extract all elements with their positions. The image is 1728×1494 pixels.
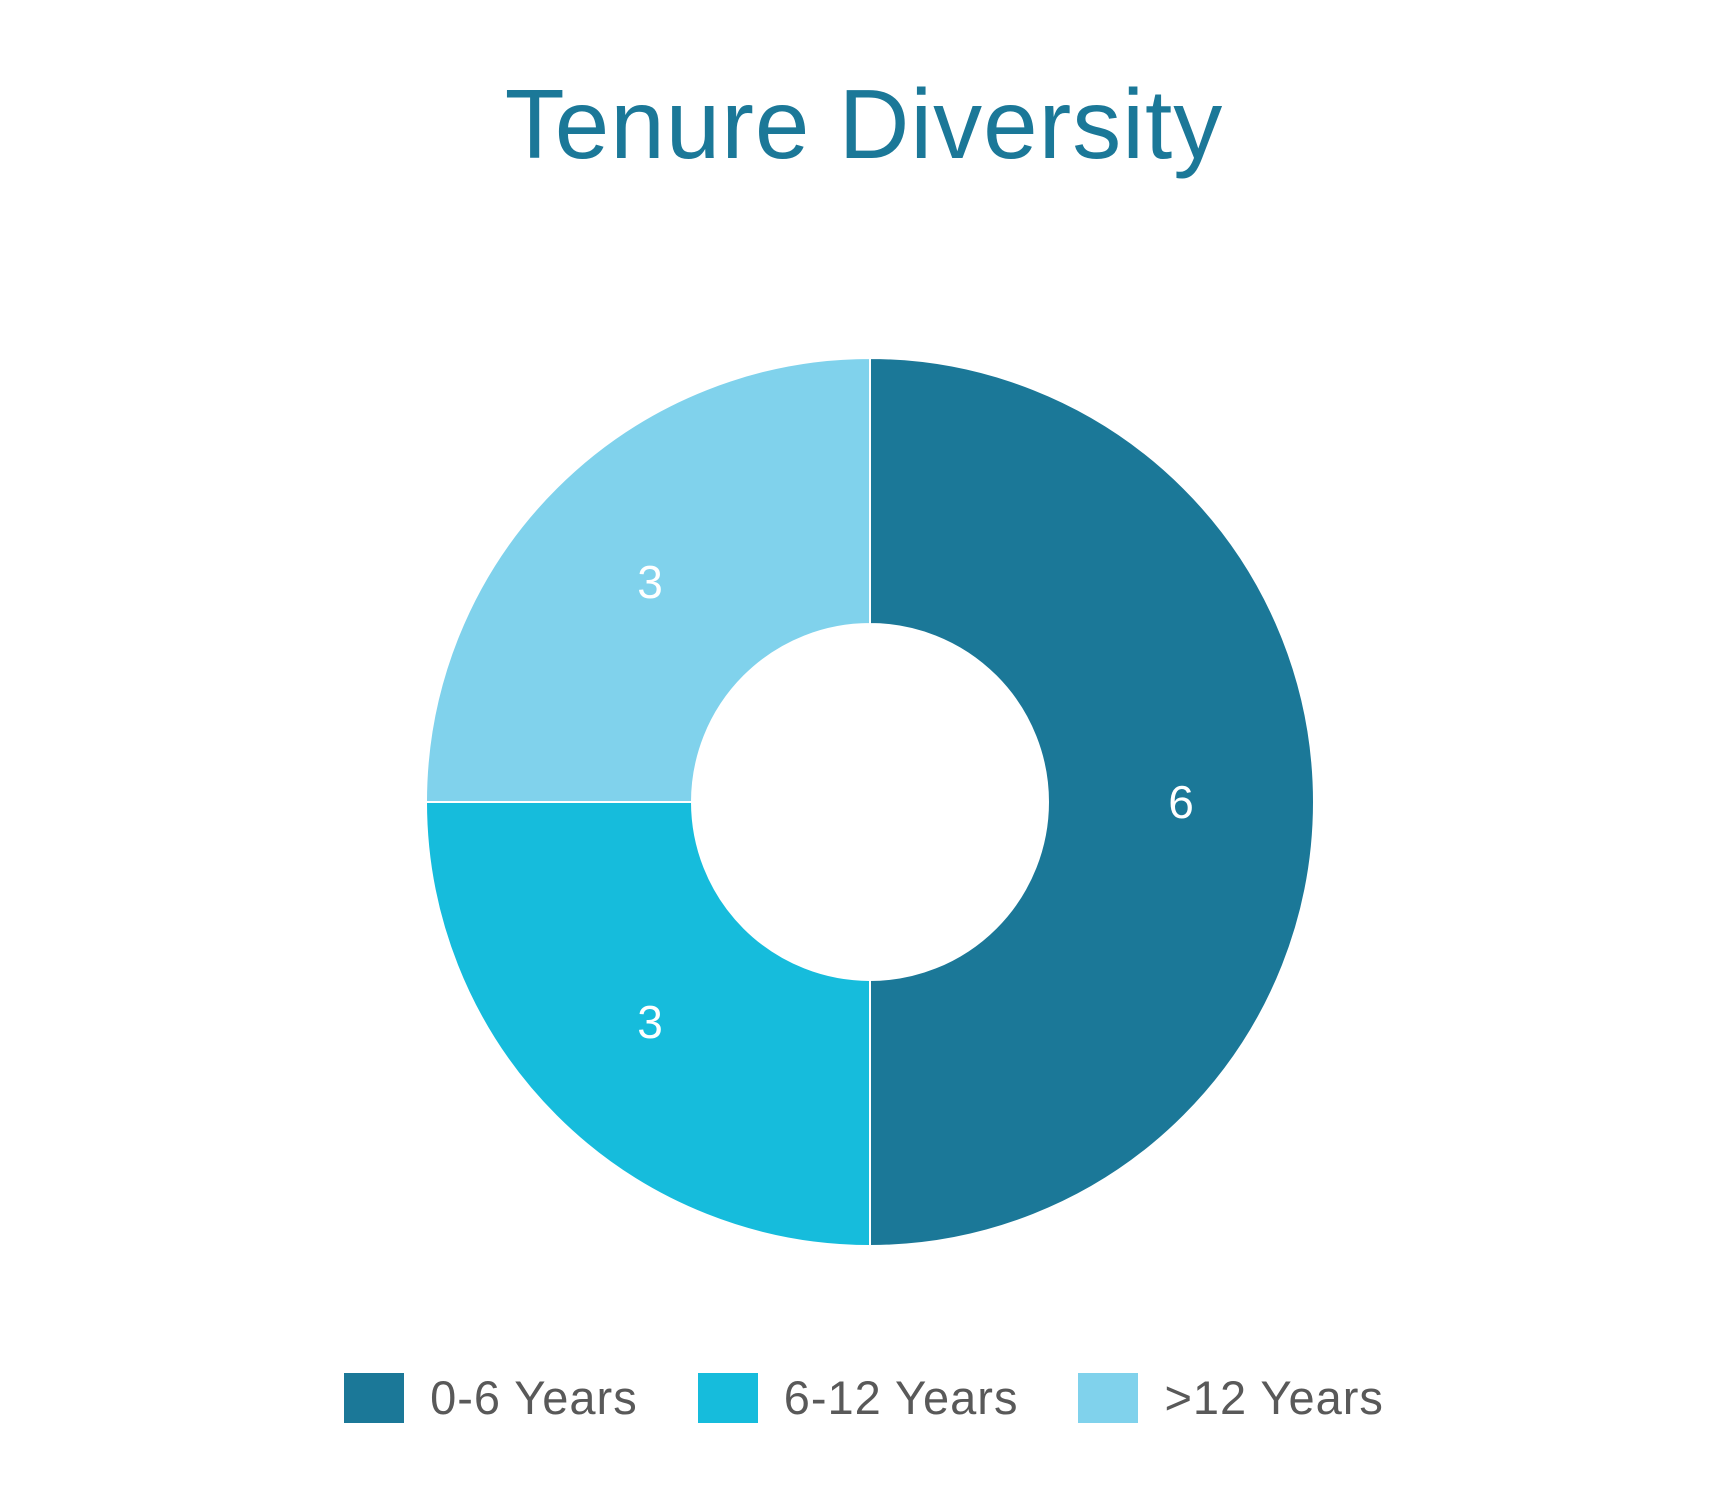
legend-item-6-12-years: 6-12 Years [697,1370,1019,1425]
legend-swatch [1078,1372,1139,1423]
legend-label: 0-6 Years [430,1371,638,1424]
slice-over-12-years [424,356,871,803]
legend: 0-6 Years 6-12 Years >12 Years [0,1370,1728,1425]
chart-title: Tenure Diversity [504,69,1224,179]
slice-6-12-years [424,801,871,1248]
legend-swatch [697,1372,758,1423]
data-label-over-12-years: 3 [637,556,663,608]
data-label-6-12-years: 3 [637,996,663,1048]
legend-label: >12 Years [1164,1371,1384,1424]
slice-0-6-years [869,356,1315,1248]
legend-swatch [344,1372,405,1423]
legend-item-over-12-years: >12 Years [1078,1370,1383,1425]
legend-item-0-6-years: 0-6 Years [344,1370,638,1425]
data-label-0-6-years: 6 [1168,776,1194,828]
legend-label: 6-12 Years [783,1371,1019,1424]
